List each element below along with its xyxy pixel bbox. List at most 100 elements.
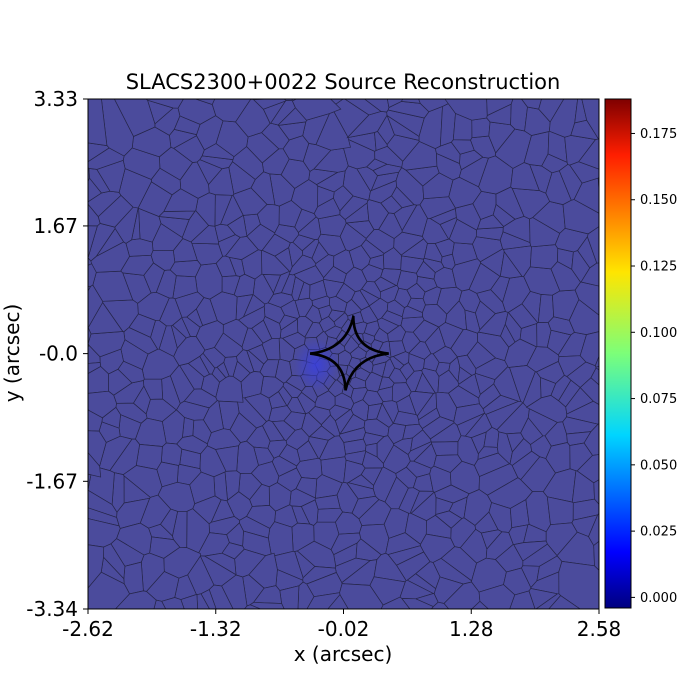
mesh-cell bbox=[593, 540, 599, 571]
y-tick-label: 3.33 bbox=[33, 87, 78, 111]
mesh-cell bbox=[635, 254, 639, 265]
mesh-cell bbox=[363, 99, 390, 113]
y-tick-label: -1.67 bbox=[26, 469, 78, 493]
mesh-cell bbox=[88, 327, 92, 344]
mesh-cell bbox=[595, 365, 599, 371]
colorbar-tick-label: 0.175 bbox=[640, 127, 677, 142]
mesh-cell bbox=[496, 621, 557, 649]
mesh-cell bbox=[443, 581, 481, 609]
y-tick-label: -0.0 bbox=[39, 342, 78, 366]
mesh-cell bbox=[88, 452, 102, 478]
colorbar-tick-label: 0.050 bbox=[640, 458, 677, 473]
mesh-cell bbox=[48, 179, 78, 210]
mesh-cell bbox=[593, 479, 599, 505]
mesh-cell bbox=[88, 177, 102, 203]
mesh-cell bbox=[404, 59, 410, 61]
bright-source-region bbox=[293, 339, 338, 392]
mesh-cell bbox=[48, 420, 71, 451]
mesh-cell bbox=[587, 226, 599, 264]
mesh-cell bbox=[418, 99, 451, 113]
colorbar-tick-label: 0.150 bbox=[640, 193, 677, 208]
mesh-cell bbox=[173, 135, 205, 163]
mesh-cell bbox=[88, 99, 108, 147]
mesh-cell bbox=[431, 441, 459, 456]
mesh-cell bbox=[88, 263, 97, 287]
mesh-cell bbox=[135, 444, 163, 470]
mesh-cell bbox=[509, 590, 536, 609]
mesh-cell bbox=[535, 593, 562, 609]
mesh-cell bbox=[88, 167, 90, 182]
x-axis-label: x (arcsec) bbox=[294, 642, 393, 666]
mesh-cell bbox=[588, 513, 599, 547]
colorbar-tick-label: 0.100 bbox=[640, 326, 677, 341]
y-axis-ticks: 3.33 1.67 -0.0 -1.67 -3.34 bbox=[26, 87, 88, 621]
mesh-cell bbox=[380, 596, 411, 609]
voronoi-mesh bbox=[48, 59, 639, 649]
mesh-cell bbox=[430, 645, 450, 649]
mesh-cell bbox=[160, 442, 183, 466]
mesh-cell bbox=[260, 376, 285, 399]
mesh-cell bbox=[279, 585, 300, 609]
mesh-cell bbox=[164, 617, 190, 649]
mesh-cell bbox=[145, 99, 184, 109]
mesh-cell bbox=[387, 99, 404, 109]
mesh-cell bbox=[48, 130, 80, 186]
colorbar-tick-label: 0.125 bbox=[640, 260, 677, 275]
x-tick-label: -1.32 bbox=[190, 617, 242, 641]
mesh-cell bbox=[196, 593, 210, 609]
mesh-cell bbox=[306, 592, 341, 609]
mesh-cell bbox=[88, 362, 101, 374]
mesh-cell bbox=[88, 406, 89, 412]
mesh-cell bbox=[88, 285, 92, 292]
mesh-cell bbox=[366, 612, 390, 644]
mesh-cell bbox=[471, 117, 491, 139]
mesh-cell bbox=[48, 399, 63, 421]
colorbar-tick-label: 0.025 bbox=[640, 525, 677, 540]
mesh-cell bbox=[88, 507, 120, 527]
x-tick-label: -2.62 bbox=[62, 617, 114, 641]
colorbar-tick-label: 0.075 bbox=[640, 392, 677, 407]
mesh-cell bbox=[529, 244, 559, 270]
mesh-cell bbox=[401, 626, 431, 649]
mesh-cell bbox=[88, 489, 118, 518]
mesh-cell bbox=[638, 250, 639, 254]
mesh-cell bbox=[590, 367, 599, 386]
x-tick-label: -0.02 bbox=[318, 617, 370, 641]
mesh-cell bbox=[510, 99, 528, 132]
mesh-cell bbox=[48, 255, 51, 285]
x-axis-ticks: -2.62 -1.32 -0.02 1.28 2.58 bbox=[62, 609, 621, 641]
colorbar-ticks: 0.000 0.025 0.050 0.075 0.100 0.125 0.150 0.175 bbox=[631, 127, 677, 606]
mesh-cell bbox=[239, 626, 273, 649]
colorbar-tick-label: 0.000 bbox=[640, 591, 677, 606]
y-axis-label: y (arcsec) bbox=[0, 304, 24, 403]
mesh-cell bbox=[48, 365, 73, 395]
x-tick-label: 2.58 bbox=[577, 617, 622, 641]
mesh-cell bbox=[548, 595, 581, 609]
caustic-curve bbox=[309, 314, 389, 391]
mesh-cell bbox=[88, 203, 101, 227]
mesh-cell bbox=[61, 388, 86, 418]
y-tick-label: 1.67 bbox=[33, 214, 78, 238]
mesh-cell bbox=[446, 59, 449, 60]
plot-area bbox=[48, 59, 639, 649]
mesh-cell bbox=[205, 643, 213, 649]
y-tick-label: -3.34 bbox=[26, 597, 78, 621]
mesh-cell bbox=[244, 604, 262, 609]
mesh-cell bbox=[252, 99, 287, 110]
mesh-cell bbox=[537, 294, 555, 323]
mesh-cell bbox=[266, 647, 274, 649]
mesh-cell bbox=[327, 594, 349, 609]
mesh-cell bbox=[88, 430, 107, 467]
mesh-cell bbox=[579, 377, 599, 405]
mesh-cell bbox=[194, 99, 216, 105]
mesh-cell bbox=[330, 99, 344, 105]
mesh-cell bbox=[48, 418, 49, 421]
x-tick-label: 1.28 bbox=[449, 617, 494, 641]
mesh-cell bbox=[632, 496, 639, 526]
mesh-cell bbox=[471, 600, 489, 609]
mesh-cell bbox=[373, 552, 407, 583]
mesh-cell bbox=[545, 522, 578, 557]
mesh-cell bbox=[58, 378, 79, 404]
colorbar-gradient bbox=[604, 98, 632, 609]
